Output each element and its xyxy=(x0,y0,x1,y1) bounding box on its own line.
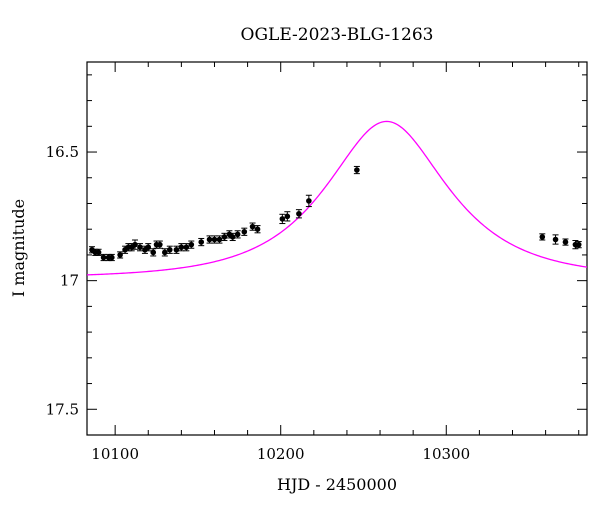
data-point xyxy=(132,239,139,250)
point-marker xyxy=(575,241,582,248)
point-marker xyxy=(284,213,291,220)
axis-ticks xyxy=(87,62,587,436)
point-marker xyxy=(354,167,360,173)
data-point xyxy=(178,243,185,252)
point-marker xyxy=(166,246,173,253)
y-tick-label: 17 xyxy=(60,272,79,290)
data-point xyxy=(305,194,312,208)
data-point xyxy=(284,211,291,222)
x-axis-label: HJD - 2450000 xyxy=(277,475,397,494)
point-marker xyxy=(109,254,115,261)
y-tick-label: 17.5 xyxy=(46,400,79,418)
point-marker xyxy=(173,246,180,253)
point-marker xyxy=(188,241,195,248)
data-point xyxy=(108,253,115,262)
data-point xyxy=(575,241,582,249)
point-marker xyxy=(137,244,143,251)
data-point xyxy=(145,243,152,252)
data-point xyxy=(254,225,261,234)
data-point xyxy=(353,165,360,175)
data-point xyxy=(562,238,569,246)
point-marker xyxy=(254,226,261,233)
data-point xyxy=(279,213,286,225)
model-curve xyxy=(86,120,588,276)
data-point xyxy=(552,234,559,245)
point-marker xyxy=(100,254,107,261)
data-point xyxy=(241,227,248,236)
point-marker xyxy=(279,216,286,222)
point-marker xyxy=(145,244,152,251)
data-point xyxy=(211,235,218,244)
model-curve-layer xyxy=(86,120,588,276)
plot-frame xyxy=(86,61,588,436)
data-point xyxy=(229,232,236,242)
data-point xyxy=(173,245,180,254)
data-point xyxy=(161,248,168,257)
data-point xyxy=(136,243,143,252)
point-marker xyxy=(95,249,102,256)
point-marker xyxy=(221,234,228,240)
point-marker xyxy=(162,249,168,256)
point-marker xyxy=(150,249,157,256)
y-axis-label: I magnitude xyxy=(9,199,28,297)
chart-title: OGLE-2023-BLG-1263 xyxy=(241,25,434,45)
y-tick-label: 16.5 xyxy=(46,143,79,161)
point-marker xyxy=(198,239,205,245)
data-point xyxy=(95,248,102,256)
point-marker xyxy=(216,236,223,243)
point-marker xyxy=(132,241,138,248)
data-point xyxy=(539,233,546,241)
x-tick-label: 10300 xyxy=(422,445,470,463)
data-point xyxy=(150,248,157,257)
point-marker xyxy=(229,234,236,240)
data-point xyxy=(221,232,228,242)
point-marker xyxy=(211,236,218,243)
point-marker xyxy=(117,252,123,258)
data-point xyxy=(183,243,190,252)
axis-tick-labels: 10100 10200 10300 16.5 17 17.5 xyxy=(46,143,471,463)
data-point xyxy=(188,240,195,249)
data-point xyxy=(117,251,124,259)
data-point xyxy=(166,245,173,254)
data-point xyxy=(206,235,213,244)
point-marker xyxy=(249,223,256,230)
data-point xyxy=(198,237,205,247)
point-marker xyxy=(552,236,559,243)
data-point xyxy=(234,230,241,239)
point-marker xyxy=(296,210,302,217)
point-marker xyxy=(234,231,241,238)
data-point xyxy=(216,235,223,244)
point-marker xyxy=(306,198,312,204)
data-point xyxy=(156,240,163,249)
point-marker xyxy=(178,244,185,251)
point-marker xyxy=(539,234,546,240)
data-points-layer xyxy=(88,165,582,262)
point-marker xyxy=(157,241,163,248)
point-marker xyxy=(206,236,213,243)
x-tick-label: 10200 xyxy=(257,445,305,463)
point-marker xyxy=(562,239,569,245)
x-tick-label: 10100 xyxy=(91,445,139,463)
data-point xyxy=(295,209,302,219)
point-marker xyxy=(241,228,248,235)
data-point xyxy=(249,222,256,231)
point-marker xyxy=(183,244,190,251)
